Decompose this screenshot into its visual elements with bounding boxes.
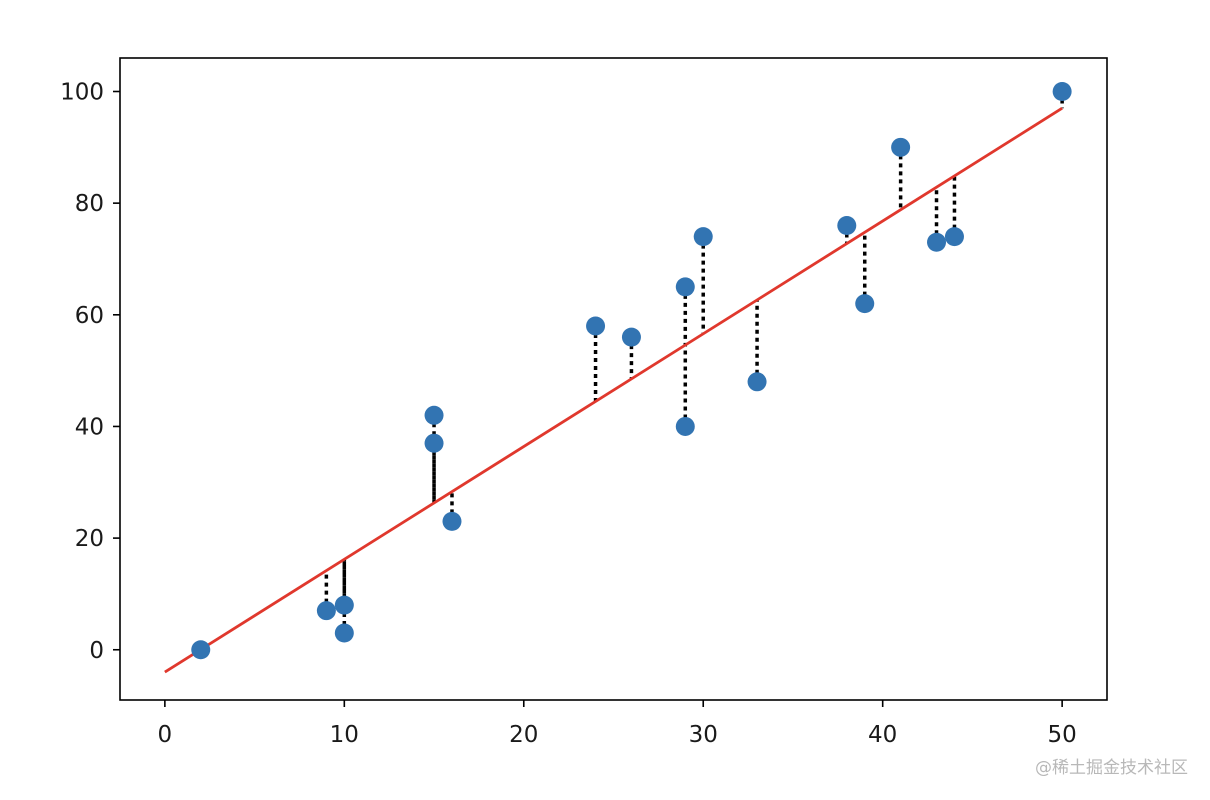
data-point-8 <box>621 327 641 347</box>
data-point-11 <box>693 227 713 247</box>
point-layer <box>191 81 1072 660</box>
data-point-17 <box>944 227 964 247</box>
data-point-9 <box>675 277 695 297</box>
regression-line <box>164 107 1063 674</box>
data-point-5 <box>424 433 444 453</box>
x-tick-label-0: 0 <box>158 722 173 748</box>
data-point-2 <box>334 595 354 615</box>
watermark: @稀土掘金技术社区 <box>1035 758 1188 778</box>
data-point-13 <box>837 215 857 235</box>
y-axis: 0 20 40 60 80 100 <box>60 79 120 664</box>
data-point-16 <box>927 232 947 252</box>
x-tick-label-50: 50 <box>1047 722 1076 748</box>
fit-line-layer <box>164 107 1063 674</box>
x-axis: 0 10 20 30 40 50 <box>158 700 1077 748</box>
data-point-4 <box>424 405 444 425</box>
data-point-10 <box>675 416 695 436</box>
y-tick-label-80: 80 <box>75 191 104 217</box>
data-point-18 <box>1052 81 1072 101</box>
x-tick-label-20: 20 <box>509 722 538 748</box>
data-point-0 <box>191 640 211 660</box>
x-tick-label-10: 10 <box>330 722 359 748</box>
y-tick-label-20: 20 <box>75 526 104 552</box>
y-tick-label-100: 100 <box>60 79 104 105</box>
data-point-15 <box>891 137 911 157</box>
data-point-3 <box>334 623 354 643</box>
y-tick-label-40: 40 <box>75 414 104 440</box>
plot-frame <box>119 57 1108 701</box>
residual-layer <box>199 91 1064 650</box>
y-tick-label-0: 0 <box>89 638 104 664</box>
data-point-14 <box>855 294 875 314</box>
x-tick-label-40: 40 <box>868 722 897 748</box>
x-tick-label-30: 30 <box>689 722 718 748</box>
data-point-12 <box>747 372 767 392</box>
data-point-6 <box>442 511 462 531</box>
data-point-7 <box>586 316 606 336</box>
data-point-1 <box>316 601 336 621</box>
y-tick-label-60: 60 <box>75 303 104 329</box>
